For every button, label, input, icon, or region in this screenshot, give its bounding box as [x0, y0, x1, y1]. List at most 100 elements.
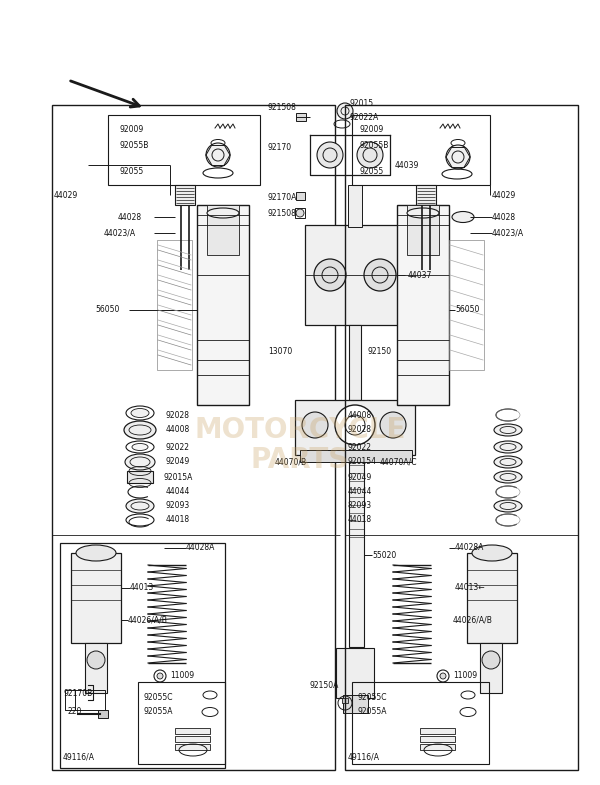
Bar — [175, 728, 210, 734]
Bar — [349, 325, 361, 400]
Bar — [397, 205, 449, 405]
Circle shape — [157, 673, 163, 679]
Bar — [175, 744, 210, 750]
Bar — [300, 450, 412, 462]
Bar — [52, 105, 335, 770]
Bar — [175, 736, 210, 742]
Text: 49116/A: 49116/A — [63, 753, 95, 761]
Text: 44018: 44018 — [166, 516, 190, 524]
Bar — [420, 744, 455, 750]
Text: 11009: 11009 — [453, 670, 477, 680]
Text: 11009: 11009 — [170, 670, 194, 680]
Text: 44023/A: 44023/A — [104, 228, 136, 238]
Text: 92049: 92049 — [348, 473, 372, 481]
Text: 44018: 44018 — [348, 516, 372, 524]
Circle shape — [482, 651, 500, 669]
Text: 92170A: 92170A — [268, 192, 298, 202]
Bar — [71, 553, 121, 643]
Text: 92009: 92009 — [360, 126, 384, 134]
Ellipse shape — [407, 208, 439, 218]
Text: 92055A: 92055A — [358, 707, 388, 717]
Text: 44028: 44028 — [492, 213, 516, 221]
Text: 92028: 92028 — [348, 425, 372, 435]
Text: 44028: 44028 — [118, 213, 142, 221]
Bar — [296, 192, 305, 200]
Bar — [342, 698, 348, 703]
Ellipse shape — [207, 208, 239, 218]
Text: 92049: 92049 — [166, 458, 190, 466]
Text: 92055C: 92055C — [358, 692, 388, 702]
Text: 44028A: 44028A — [455, 543, 484, 553]
Bar — [407, 205, 439, 255]
Text: 92009: 92009 — [120, 126, 144, 134]
Ellipse shape — [125, 454, 155, 470]
Circle shape — [380, 412, 406, 438]
Text: 92055: 92055 — [120, 167, 144, 177]
Text: 220: 220 — [68, 707, 82, 717]
Text: 56050: 56050 — [95, 305, 119, 315]
Bar — [75, 690, 105, 710]
Text: 44013: 44013 — [130, 583, 154, 593]
Bar — [175, 185, 195, 205]
Circle shape — [337, 103, 353, 119]
Circle shape — [206, 143, 230, 167]
Text: 44023/A: 44023/A — [492, 228, 524, 238]
Ellipse shape — [494, 471, 522, 483]
Text: 92055C: 92055C — [143, 692, 173, 702]
Bar — [336, 648, 374, 698]
Bar — [207, 205, 239, 255]
Bar — [420, 736, 455, 742]
Bar — [296, 113, 306, 121]
Ellipse shape — [131, 408, 149, 418]
Circle shape — [302, 412, 328, 438]
Text: 92055: 92055 — [360, 167, 384, 177]
Bar — [98, 710, 108, 718]
Bar — [197, 205, 249, 405]
Circle shape — [296, 209, 304, 217]
Bar — [108, 115, 260, 185]
Bar — [348, 185, 362, 227]
Text: 44029: 44029 — [492, 191, 516, 199]
Bar — [157, 240, 192, 370]
Text: 44039: 44039 — [395, 160, 419, 170]
Bar — [305, 225, 405, 325]
Bar — [467, 553, 517, 643]
Text: 92015A: 92015A — [163, 473, 193, 481]
Text: 13070: 13070 — [268, 348, 292, 356]
Circle shape — [317, 142, 343, 168]
Text: 44028A: 44028A — [186, 543, 215, 553]
Bar — [449, 240, 484, 370]
Ellipse shape — [132, 444, 148, 451]
Text: PARTS: PARTS — [251, 446, 349, 474]
Text: 44044: 44044 — [348, 487, 373, 496]
Circle shape — [440, 673, 446, 679]
Text: 920154: 920154 — [348, 458, 377, 466]
Circle shape — [364, 259, 396, 291]
Text: 92022: 92022 — [166, 443, 190, 451]
Circle shape — [357, 142, 383, 168]
Text: 92015: 92015 — [350, 98, 374, 108]
Bar — [352, 682, 489, 764]
Bar — [343, 695, 368, 713]
Text: 92022A: 92022A — [350, 114, 379, 122]
Text: 44026/A/B: 44026/A/B — [453, 615, 493, 625]
Bar — [295, 208, 305, 218]
Bar — [345, 105, 578, 770]
Text: 44013←: 44013← — [455, 583, 485, 593]
Text: 92055B: 92055B — [360, 141, 389, 149]
Bar — [480, 643, 502, 693]
Text: 55020: 55020 — [372, 550, 396, 560]
Text: 44029: 44029 — [54, 191, 78, 199]
Circle shape — [335, 405, 375, 445]
Ellipse shape — [494, 441, 522, 453]
Text: 92150: 92150 — [368, 348, 392, 356]
Ellipse shape — [76, 545, 116, 561]
Ellipse shape — [452, 211, 474, 222]
Ellipse shape — [494, 500, 522, 512]
Ellipse shape — [494, 456, 522, 468]
Text: 44008: 44008 — [166, 425, 190, 435]
Ellipse shape — [126, 499, 154, 513]
Ellipse shape — [472, 545, 512, 561]
Bar — [85, 643, 107, 693]
Bar — [416, 185, 436, 205]
